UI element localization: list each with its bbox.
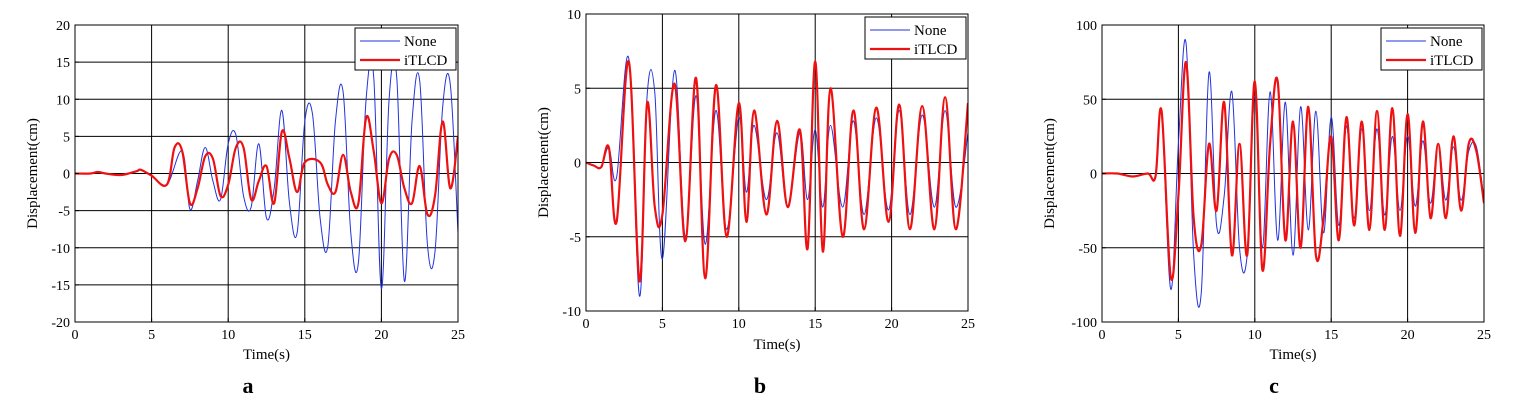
y-tick-label: 10 [567, 8, 581, 23]
series-line-itlcd [1102, 60, 1484, 281]
x-axis-label: Time(s) [243, 347, 290, 363]
y-tick-label: -5 [569, 231, 581, 246]
x-tick-label: 20 [885, 317, 899, 332]
panel-label: b [754, 373, 766, 398]
legend-label-none: None [914, 23, 947, 39]
y-tick-label: 0 [63, 168, 70, 183]
legend-label-none: None [404, 34, 437, 50]
legend-box [1380, 27, 1483, 71]
y-tick-label: -100 [1071, 316, 1097, 331]
y-tick-label: 50 [1083, 93, 1097, 108]
x-tick-label: 5 [148, 328, 155, 343]
y-tick-label: -15 [51, 279, 70, 294]
legend-label-itlcd: iTLCD [1430, 53, 1473, 69]
panel-label: a [243, 373, 254, 398]
x-tick-label: 15 [808, 317, 822, 332]
y-tick-label: -20 [51, 316, 70, 331]
x-tick-label: 15 [298, 328, 312, 343]
x-axis-label: Time(s) [754, 337, 801, 353]
series-line-itlcd [586, 60, 968, 283]
chart-panel-c: 0 5 10 15 20 25 -100 -50 0 50 100 Time(s) Displaceme… [1042, 19, 1491, 398]
x-tick-label: 0 [72, 328, 79, 343]
y-tick-label: 5 [63, 130, 70, 145]
y-tick-label: 10 [56, 93, 70, 108]
x-tick-label: 0 [1099, 328, 1106, 343]
y-axis-label: Displacement(cm) [1042, 118, 1058, 229]
x-tick-label: 25 [961, 317, 975, 332]
x-tick-label: 25 [1477, 328, 1491, 343]
y-tick-label: 100 [1076, 19, 1097, 34]
x-axis-label: Time(s) [1270, 347, 1317, 363]
y-tick-label: -5 [58, 205, 70, 220]
x-tick-label: 20 [1401, 328, 1415, 343]
y-tick-label: 0 [1090, 168, 1097, 183]
y-tick-label: 5 [574, 82, 581, 97]
legend-label-itlcd: iTLCD [404, 53, 447, 69]
panel-label: c [1269, 373, 1279, 398]
y-axis-label: Displacement(cm) [25, 118, 41, 229]
y-tick-label: -10 [562, 305, 581, 320]
legend-label-none: None [1430, 34, 1463, 50]
x-tick-label: 10 [732, 317, 746, 332]
legend-label-itlcd: iTLCD [914, 42, 957, 58]
y-tick-label: -10 [51, 242, 70, 257]
x-tick-label: 25 [451, 328, 465, 343]
x-tick-label: 10 [1248, 328, 1262, 343]
x-tick-label: 20 [374, 328, 388, 343]
y-tick-label: -50 [1078, 242, 1097, 257]
x-tick-label: 15 [1324, 328, 1338, 343]
legend-box [864, 16, 967, 60]
chart-panel-b: 0 5 10 15 20 25 -10 -5 0 5 10 Time(s) Displacement(c… [536, 8, 975, 398]
chart-panel-a: 0 5 10 15 20 25 -20 -15 -10 -5 0 5 10 15 20 Time(s) Disp… [25, 19, 465, 398]
series-line-none [75, 59, 458, 290]
x-tick-label: 0 [583, 317, 590, 332]
y-tick-label: 0 [574, 157, 581, 172]
legend-box [354, 27, 457, 71]
y-tick-label: 15 [56, 56, 70, 71]
x-tick-label: 10 [221, 328, 235, 343]
x-tick-label: 5 [659, 317, 666, 332]
series-line-itlcd [75, 114, 458, 218]
y-axis-label: Displacement(cm) [536, 107, 552, 218]
x-tick-label: 5 [1175, 328, 1182, 343]
y-tick-label: 20 [56, 19, 70, 34]
